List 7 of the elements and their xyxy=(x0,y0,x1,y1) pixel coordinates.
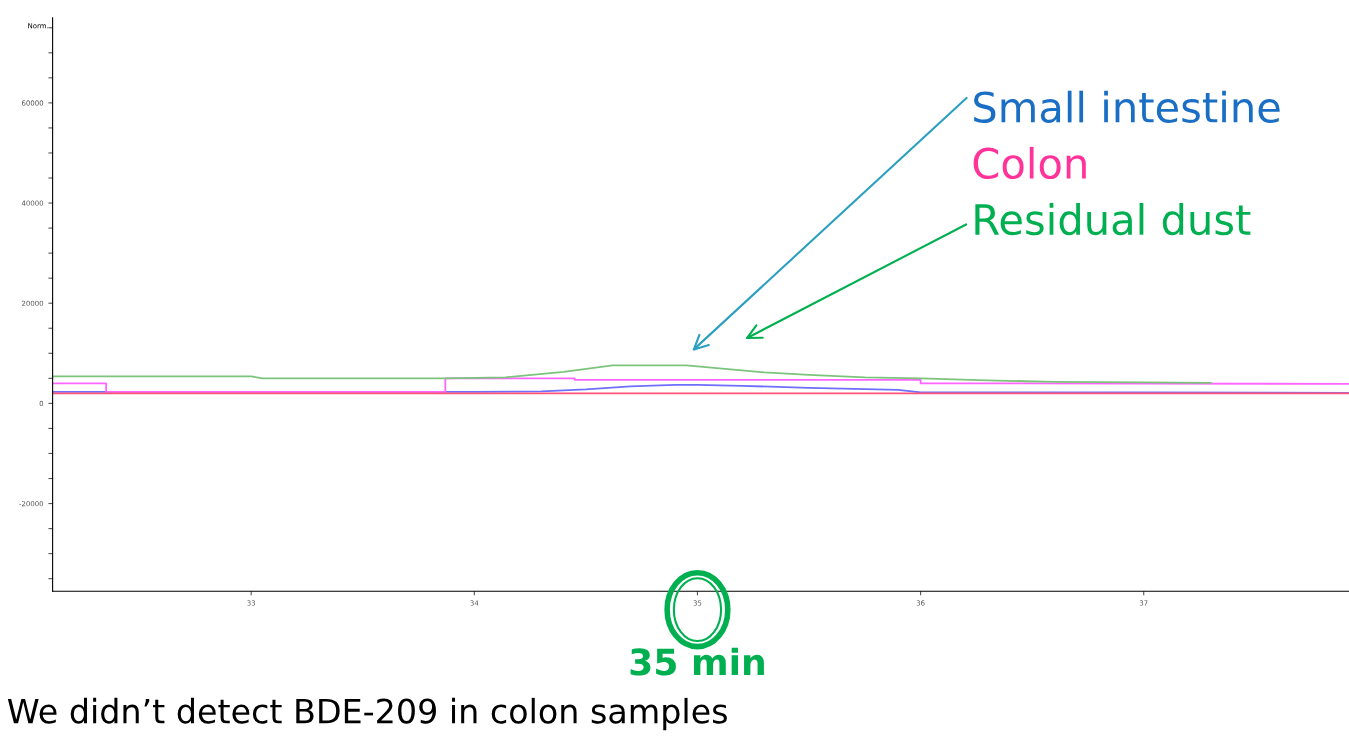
text: 35 min xyxy=(630,647,764,676)
annotation: Residual dust xyxy=(975,203,1251,236)
annotation: Colon xyxy=(973,146,1086,180)
line-series xyxy=(52,377,1349,393)
line-series xyxy=(52,364,1212,384)
annotation: Small intestine xyxy=(974,90,1280,123)
text: We didn’t detect BDE-209 in colon samples xyxy=(7,697,727,731)
